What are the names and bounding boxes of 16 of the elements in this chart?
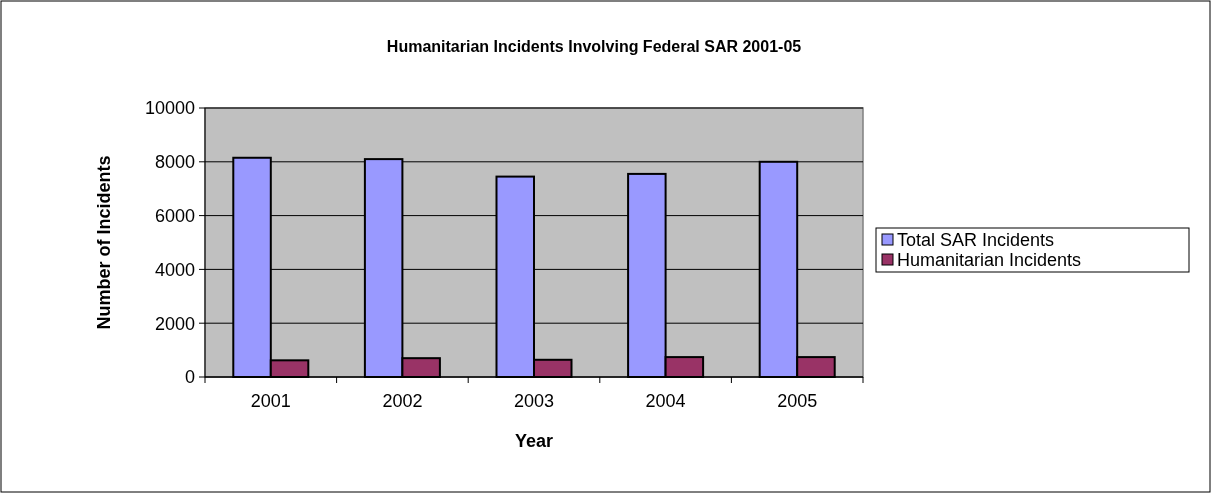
y-tick-label: 2000 — [154, 313, 195, 334]
y-tick-label: 0 — [184, 367, 195, 388]
y-axis-title: Number of Incidents — [94, 155, 114, 330]
x-tick-label: 2005 — [777, 391, 818, 411]
x-axis-title: Year — [514, 431, 554, 451]
x-tick-label: 2004 — [645, 391, 686, 411]
x-tick-label: 2002 — [382, 391, 423, 411]
legend-label: Humanitarian Incidents — [897, 250, 1082, 271]
x-tick-label: 2001 — [250, 391, 291, 411]
y-tick-label: 6000 — [154, 205, 195, 226]
y-tick-label: 10000 — [144, 98, 195, 119]
y-tick-label: 4000 — [154, 259, 195, 280]
x-tick-label: 2003 — [513, 391, 555, 411]
y-tick-label: 8000 — [154, 152, 195, 173]
chart-title: Humanitarian Incidents Involving Federal SAR 2001-05 — [386, 38, 802, 55]
legend-label: Total SAR Incidents — [897, 230, 1055, 251]
